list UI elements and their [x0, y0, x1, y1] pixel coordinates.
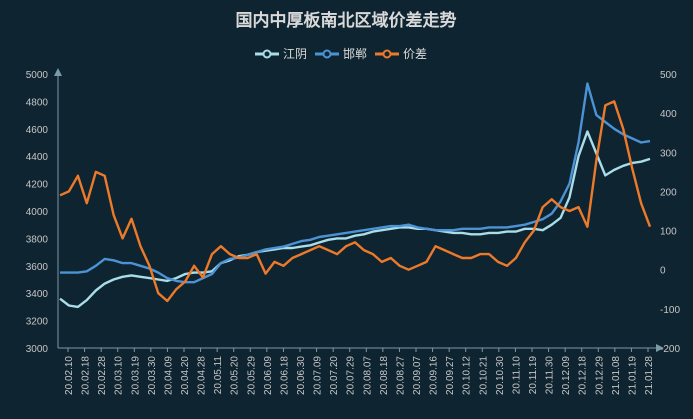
x-tick-label: 20.05.20 [230, 356, 241, 395]
y-right-tick-label: -100 [660, 305, 680, 316]
y-left-tick-label: 4800 [26, 97, 49, 108]
legend-item-1[interactable]: 邯郸 [315, 46, 367, 61]
legend-label: 江阴 [283, 47, 307, 61]
x-tick-label: 20.12.09 [561, 356, 572, 395]
legend-item-0[interactable]: 江阴 [255, 47, 307, 61]
series-line-2[interactable] [59, 100, 652, 303]
x-tick-label: 20.10.12 [462, 356, 473, 395]
y-left-tick-label: 3800 [26, 234, 49, 245]
x-tick-label: 20.05.29 [246, 356, 257, 395]
x-tick-label: 21.01.28 [644, 356, 655, 395]
x-tick-label: 20.02.28 [97, 356, 108, 395]
x-tick-label: 20.12.18 [578, 356, 589, 395]
x-tick-label: 20.09.27 [445, 356, 456, 395]
chart-title: 国内中厚板南北区域价差走势 [236, 10, 457, 30]
x-tick-label: 20.12.29 [594, 356, 605, 395]
x-tick-label: 20.02.18 [81, 356, 92, 395]
y-right-tick-label: 0 [660, 266, 666, 277]
y-left-tick-label: 4000 [26, 207, 49, 218]
y-left-tick-label: 4600 [26, 125, 49, 136]
x-tick-label: 20.07.20 [329, 356, 340, 395]
y-axis-left-arrow [54, 68, 62, 76]
x-tick-label: 20.07.09 [313, 356, 324, 395]
y-left-tick-label: 3600 [26, 262, 49, 273]
legend-marker [322, 49, 332, 59]
y-right-tick-label: 200 [660, 187, 677, 198]
legend-marker [262, 49, 272, 59]
x-tick-label: 20.11.10 [511, 356, 522, 395]
x-tick-label: 21.01.19 [627, 356, 638, 395]
legend-item-2[interactable]: 价差 [375, 47, 427, 61]
x-tick-label: 20.10.21 [478, 356, 489, 395]
y-left-tick-label: 3200 [26, 317, 49, 328]
legend-label: 邯郸 [343, 46, 367, 61]
x-tick-label: 20.04.28 [197, 356, 208, 395]
y-left-tick-label: 3000 [26, 344, 49, 355]
y-right-tick-label: 300 [660, 148, 677, 159]
x-tick-label: 20.07.29 [346, 356, 357, 395]
x-axis-arrow [656, 344, 664, 352]
x-tick-label: 20.06.09 [263, 356, 274, 395]
x-tick-label: 20.04.20 [180, 356, 191, 395]
y-left-tick-label: 5000 [26, 70, 49, 81]
series-line-0[interactable] [59, 130, 651, 309]
series-layer [59, 82, 652, 309]
x-tick-label: 20.09.16 [429, 356, 440, 395]
x-tick-label: 20.08.07 [362, 356, 373, 395]
legend[interactable]: 江阴 邯郸 价差 [255, 46, 427, 61]
axes: 3000320034003600380040004200440046004800… [26, 68, 680, 395]
y-right-tick-label: 100 [660, 227, 677, 238]
x-tick-label: 20.08.27 [395, 356, 406, 395]
x-tick-label: 20.03.30 [147, 356, 158, 395]
x-tick-label: 20.03.19 [130, 356, 141, 395]
legend-label: 价差 [403, 47, 427, 61]
series-line-1[interactable] [60, 82, 651, 284]
y-left-tick-label: 4200 [26, 180, 49, 191]
y-right-tick-label: 400 [660, 109, 677, 120]
x-tick-label: 20.09.07 [412, 356, 423, 395]
y-left-tick-label: 4400 [26, 152, 49, 163]
x-tick-label: 20.11.19 [528, 356, 539, 395]
x-tick-label: 20.04.09 [163, 356, 174, 395]
x-tick-label: 20.05.11 [213, 356, 224, 395]
x-tick-label: 20.02.10 [64, 356, 75, 395]
x-tick-label: 20.03.10 [114, 356, 125, 395]
x-tick-label: 20.06.18 [279, 356, 290, 395]
x-tick-label: 20.06.30 [296, 356, 307, 395]
x-tick-label: 21.01.08 [611, 356, 622, 395]
x-tick-label: 20.10.30 [495, 356, 506, 395]
x-tick-label: 20.08.18 [379, 356, 390, 395]
legend-marker [382, 49, 392, 59]
y-right-tick-label: 500 [660, 70, 677, 81]
x-tick-label: 20.11.30 [545, 356, 556, 395]
y-right-tick-label: -200 [660, 344, 680, 355]
y-left-tick-label: 3400 [26, 289, 49, 300]
